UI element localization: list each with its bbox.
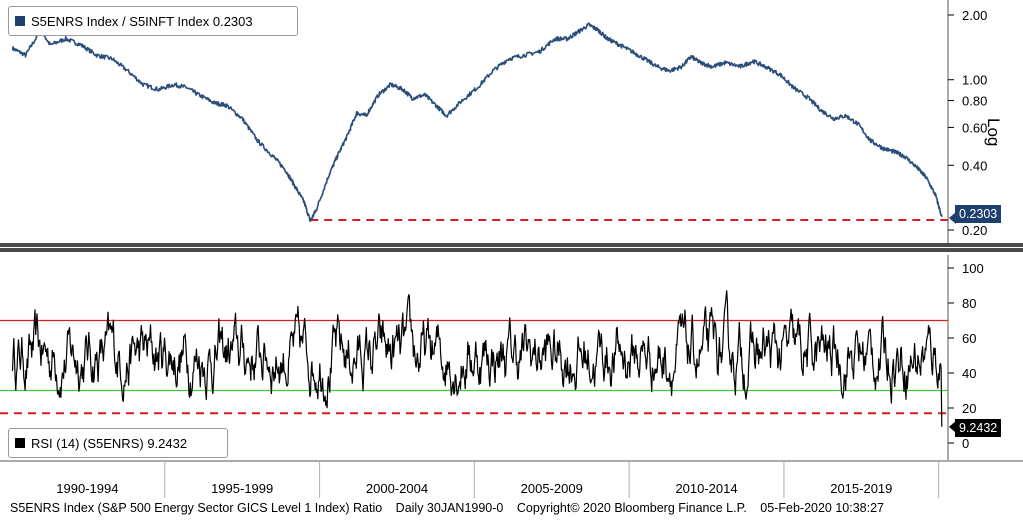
ratio-y-tick-label: 0.60 xyxy=(962,120,987,135)
rsi-y-tick-label: 80 xyxy=(962,296,976,311)
x-tick-label: 2005-2009 xyxy=(521,481,583,496)
ratio-legend-label: S5ENRS Index / S5INFT Index xyxy=(31,13,210,29)
rsi-y-tick-label: 40 xyxy=(962,366,976,381)
x-tick-label: 1995-1999 xyxy=(211,481,273,496)
ratio-legend: S5ENRS Index / S5INFT Index 0.2303 xyxy=(8,6,298,36)
rsi-series-line xyxy=(11,290,943,427)
x-tick-label: 2000-2004 xyxy=(366,481,428,496)
rsi-legend: RSI (14) (S5ENRS) 9.2432 xyxy=(8,428,228,458)
rsi-badge-pointer xyxy=(949,420,956,433)
ratio-last-value-badge: 0.2303 xyxy=(955,205,1002,223)
rsi-legend-swatch xyxy=(15,438,25,448)
rsi-y-tick-label: 20 xyxy=(962,401,976,416)
rsi-y-tick-label: 0 xyxy=(962,436,969,451)
ratio-panel: 2.00 1.00 0.80 0.60 0.40 0.20 Log xyxy=(11,0,1003,245)
footer-timestamp: 05-Feb-2020 10:38:27 xyxy=(760,501,885,515)
footer-copyright: Copyright© 2020 Bloomberg Finance L.P. xyxy=(516,501,747,515)
rsi-legend-label: RSI (14) (S5ENRS) xyxy=(31,435,144,451)
footer-ticker: S5ENRS Index (S&P 500 Energy Sector GICS… xyxy=(10,501,383,515)
panel-divider[interactable] xyxy=(0,243,1023,252)
ratio-y-tick-label: 0.80 xyxy=(962,94,987,109)
x-axis: 1990-1994 1995-1999 2000-2004 2005-2009 2010… xyxy=(0,460,1023,498)
footer: S5ENRS Index (S&P 500 Energy Sector GICS… xyxy=(0,501,1023,515)
ratio-legend-value: 0.2303 xyxy=(212,13,253,29)
ratio-y-tick-label: 2.00 xyxy=(962,8,987,23)
ratio-legend-swatch xyxy=(15,16,25,26)
divider-bar-2[interactable] xyxy=(0,248,1023,252)
rsi-y-tick-label: 60 xyxy=(962,331,976,346)
divider-bar[interactable] xyxy=(0,243,1023,247)
ratio-y-tick-label: 0.40 xyxy=(962,158,987,173)
x-tick-label: 1990-1994 xyxy=(56,481,118,496)
ratio-y-tick-label: 0.20 xyxy=(962,223,987,238)
footer-frequency: Daily 30JAN1990-0 xyxy=(395,501,504,515)
rsi-panel: 100 80 60 40 20 0 xyxy=(0,255,984,460)
log-scale-label: Log xyxy=(984,118,1003,146)
rsi-last-value-badge: 9.2432 xyxy=(955,419,1002,437)
x-tick-label: 2015-2019 xyxy=(830,481,892,496)
ratio-series-line xyxy=(11,22,943,223)
ratio-badge-pointer xyxy=(949,211,956,224)
x-tick-label: 2010-2014 xyxy=(675,481,737,496)
rsi-legend-value: 9.2432 xyxy=(147,435,188,451)
rsi-y-tick-label: 100 xyxy=(962,261,984,276)
ratio-y-tick-label: 1.00 xyxy=(962,73,987,88)
